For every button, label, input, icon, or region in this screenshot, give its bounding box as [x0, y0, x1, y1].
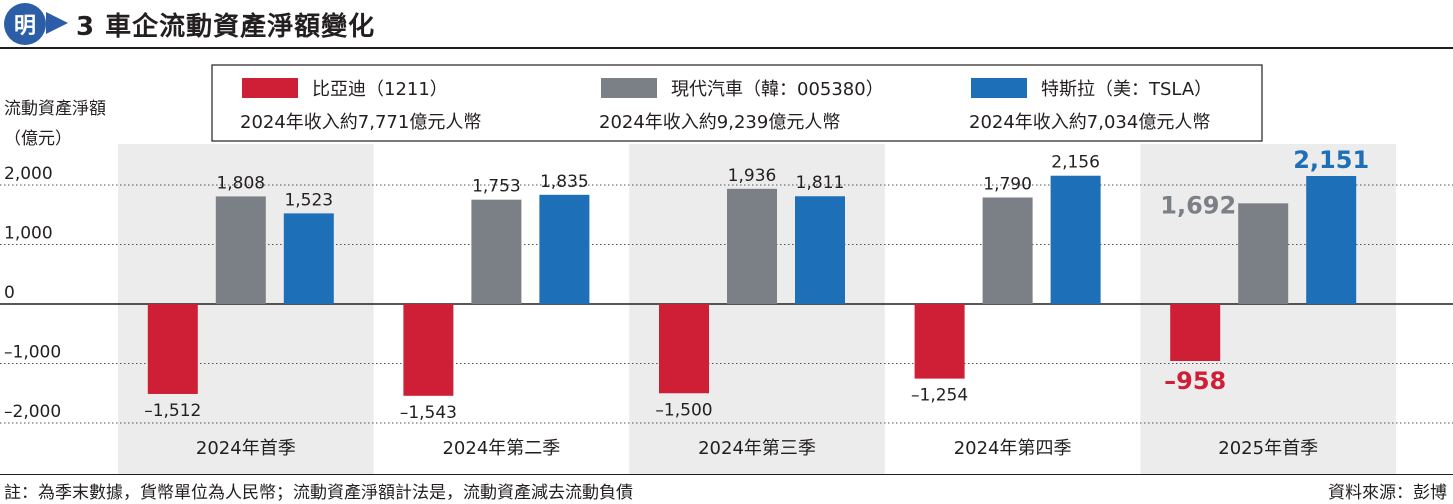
data-label: 1,523: [284, 190, 333, 210]
title-rule: [0, 47, 1453, 49]
legend-swatch: [971, 78, 1027, 98]
data-label: –958: [1164, 367, 1226, 395]
bar: [147, 304, 198, 394]
bar: [982, 197, 1033, 304]
footnote: 註：為季末數據，貨幣單位為人民幣；流動資產淨額計法是，流動資產減去流動負債: [4, 483, 633, 503]
bar: [1306, 176, 1357, 304]
data-label: –1,254: [911, 386, 968, 406]
legend-swatch: [242, 78, 298, 98]
bar: [471, 199, 522, 304]
bar: [539, 194, 590, 304]
legend-label: 比亞迪（1211）: [312, 79, 448, 100]
data-label: 2,156: [1051, 153, 1100, 173]
legend-note: 2024年收入約9,239億元人幣: [599, 112, 840, 133]
data-label: 1,936: [728, 166, 777, 186]
data-label: –1,500: [655, 400, 712, 420]
bar-chart: 2,000 1,000 0 –1,000 –2,000 流動資產淨額 （億元） 2024年首季…: [0, 64, 1453, 474]
y-axis-label: （億元）: [4, 129, 72, 149]
y-tick-label: –1,000: [4, 343, 61, 363]
footer-rule: [0, 474, 1453, 475]
y-tick-label: 0: [4, 283, 15, 303]
data-label: 1,753: [472, 177, 521, 197]
legend-label: 現代汽車（韓：005380）: [671, 79, 884, 100]
header: 明 3 車企流動資產淨額變化: [0, 0, 1453, 48]
category-label: 2024年第二季: [442, 438, 560, 459]
data-label: 2,151: [1293, 146, 1369, 174]
legend-note: 2024年收入約7,034億元人幣: [969, 112, 1210, 133]
y-axis-label: 流動資產淨額: [4, 99, 106, 119]
bar: [727, 188, 777, 304]
data-label: 1,835: [540, 172, 589, 192]
bar: [914, 304, 965, 379]
y-tick-label: 1,000: [4, 224, 53, 244]
data-label: 1,808: [216, 173, 265, 193]
newspaper-logo: 明: [4, 3, 46, 45]
data-label: 1,692: [1160, 191, 1236, 219]
bar: [1238, 203, 1289, 304]
chart-title: 3 車企流動資產淨額變化: [76, 12, 376, 42]
legend-note: 2024年收入約7,771億元人幣: [240, 112, 481, 133]
data-label: –1,543: [400, 403, 457, 423]
category-label: 2024年第三季: [698, 438, 816, 459]
bar: [403, 304, 454, 396]
category-label: 2024年第四季: [954, 438, 1072, 459]
y-tick-label: 2,000: [4, 164, 53, 184]
bar: [283, 213, 334, 304]
bar: [1170, 304, 1221, 362]
y-tick-label: –2,000: [4, 402, 61, 422]
bar: [795, 196, 845, 304]
legend-box: [211, 64, 1263, 142]
source-credit: 資料來源：彭博: [1328, 483, 1447, 503]
data-label: 1,811: [796, 173, 845, 193]
category-label: 2025年首季: [1218, 438, 1318, 459]
legend-swatch: [601, 78, 657, 98]
bar: [1050, 175, 1101, 304]
arrow-icon: [46, 12, 68, 34]
bar: [659, 304, 709, 394]
data-label: 1,790: [983, 174, 1032, 194]
category-label: 2024年首季: [196, 438, 296, 459]
data-label: –1,512: [144, 401, 201, 421]
bar: [215, 196, 266, 304]
legend-label: 特斯拉（美：TSLA）: [1041, 79, 1212, 100]
